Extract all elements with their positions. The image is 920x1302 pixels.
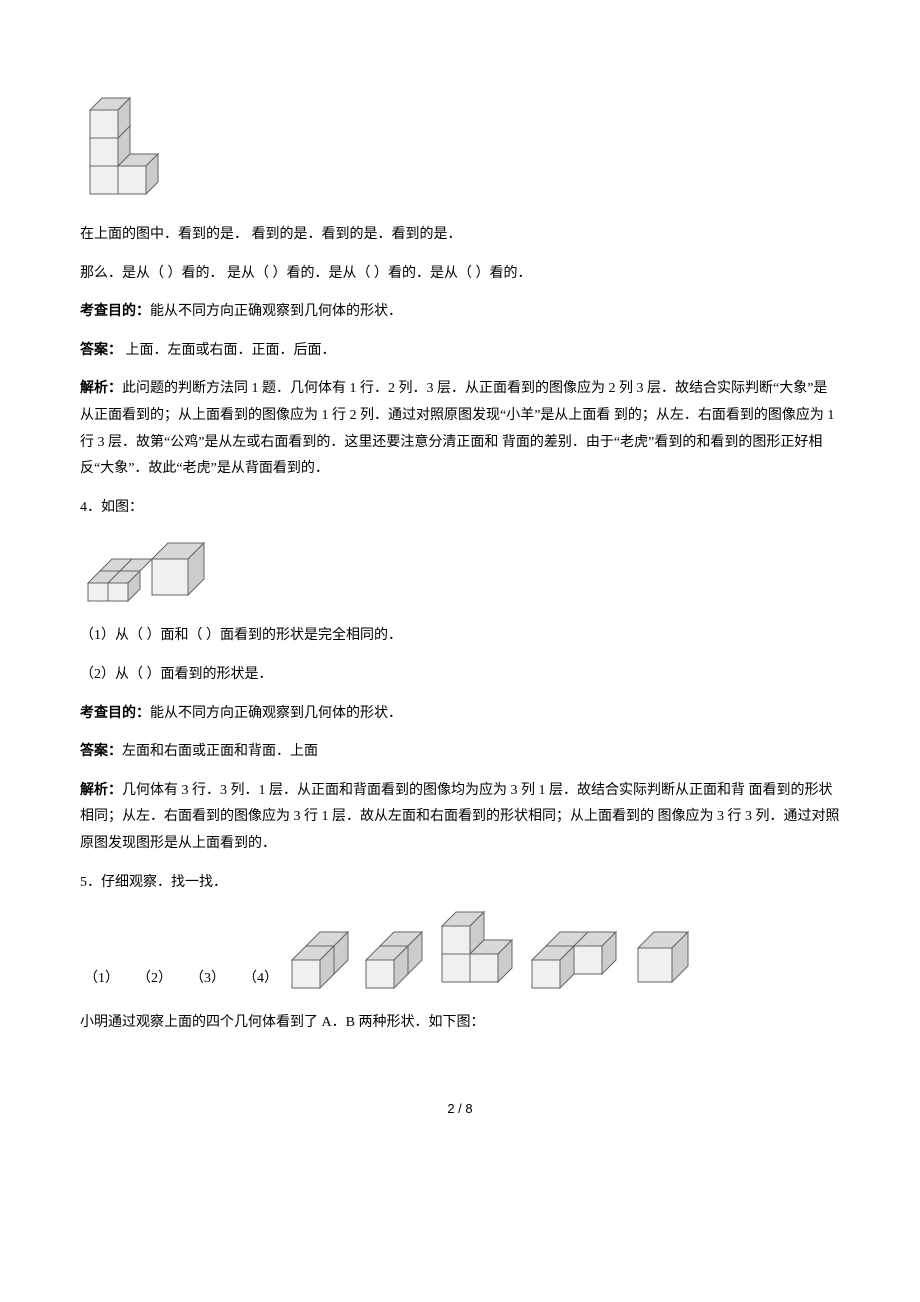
q3-answer: 答案： 上面．左面或右面．正面．后面． bbox=[80, 338, 840, 365]
q4-analysis-label: 解析： bbox=[80, 783, 122, 798]
q3-analysis-label: 解析： bbox=[80, 381, 122, 396]
q5-label-3: （3） bbox=[190, 966, 225, 993]
q4-answer-label: 答案： bbox=[80, 744, 122, 759]
q3-answer-label: 答案： bbox=[80, 343, 122, 358]
page-number: 2 / 8 bbox=[80, 1097, 840, 1122]
cube-row-step bbox=[80, 537, 220, 607]
q4-sub1: （1）从（ ）面和（ ）面看到的形状是完全相同的． bbox=[80, 623, 840, 650]
q5-figure-row: （1） （2） （3） （4） bbox=[80, 908, 840, 998]
q4-analysis: 解析：几何体有 3 行．3 列．1 层．从正面和背面看到的图像均为应为 3 列 … bbox=[80, 778, 840, 858]
q5-post: 小明通过观察上面的四个几何体看到了 A．B 两种形状．如下图： bbox=[80, 1010, 840, 1037]
q3-goal-label: 考查目的： bbox=[80, 304, 150, 319]
q5-label-1: （1） bbox=[84, 966, 119, 993]
q4-goal-text: 能从不同方向正确观察到几何体的形状． bbox=[150, 706, 402, 721]
q3-goal-text: 能从不同方向正确观察到几何体的形状． bbox=[150, 304, 402, 319]
q5-label-4: （4） bbox=[243, 966, 278, 993]
q5-num: 5．仔细观察．找一找． bbox=[80, 870, 840, 897]
q4-goal: 考查目的：能从不同方向正确观察到几何体的形状． bbox=[80, 701, 840, 728]
q5-labels: （1） （2） （3） （4） bbox=[80, 966, 278, 999]
cube-stack-l bbox=[80, 96, 170, 206]
q3-answer-text: 上面．左面或右面．正面．后面． bbox=[122, 343, 336, 358]
q3-analysis-text: 此问题的判断方法同 1 题．几何体有 1 行．2 列．3 层．从正面看到的图像应… bbox=[80, 381, 834, 476]
q4-analysis-text: 几何体有 3 行．3 列．1 层．从正面和背面看到的图像均为应为 3 列 1 层… bbox=[80, 783, 840, 851]
q5-label-2: （2） bbox=[137, 966, 172, 993]
q3-goal: 考查目的：能从不同方向正确观察到几何体的形状． bbox=[80, 299, 840, 326]
q4-goal-label: 考查目的： bbox=[80, 706, 150, 721]
q4-figure bbox=[80, 537, 840, 607]
q5-cubes bbox=[284, 908, 704, 998]
q3-analysis: 解析：此问题的判断方法同 1 题．几何体有 1 行．2 列．3 层．从正面看到的… bbox=[80, 376, 840, 482]
q3-line2: 那么．是从（ ）看的． 是从（ ）看的．是从（ ）看的．是从（ ）看的． bbox=[80, 261, 840, 288]
q4-num: 4．如图： bbox=[80, 495, 840, 522]
q4-sub2: （2）从（ ）面看到的形状是． bbox=[80, 662, 840, 689]
q3-line1: 在上面的图中．看到的是． 看到的是．看到的是．看到的是． bbox=[80, 222, 840, 249]
q4-answer: 答案：左面和右面或正面和背面．上面 bbox=[80, 739, 840, 766]
q4-answer-text: 左面和右面或正面和背面．上面 bbox=[122, 744, 318, 759]
q3-figure bbox=[80, 96, 840, 206]
